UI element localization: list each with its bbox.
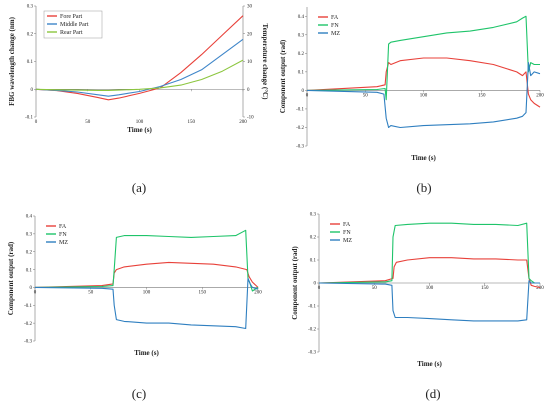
- panel-label: (b): [416, 180, 431, 195]
- y-tick-label: 0.1: [310, 259, 317, 264]
- y-tick-label: -0.1: [25, 116, 33, 121]
- series-line-fa: [306, 57, 541, 108]
- y-tick-label: 0.2: [26, 250, 33, 255]
- y-tick-label: 0.1: [26, 268, 33, 273]
- legend-entry: Fore Part: [60, 14, 82, 20]
- series-line-mz: [306, 62, 541, 129]
- y-tick-label: -0.3: [296, 145, 304, 150]
- legend-entry: Rear Part: [60, 30, 83, 36]
- series-line-fn: [34, 229, 259, 292]
- series-line-fa: [34, 261, 259, 288]
- legend-entry: FN: [331, 23, 339, 29]
- y-tick-label: 0: [30, 286, 33, 291]
- legend-entry: FA: [59, 224, 67, 230]
- series-line-middle-part: [35, 38, 244, 97]
- x-tick-label: 150: [481, 286, 489, 291]
- series-line-rear-part: [35, 59, 244, 91]
- x-tick-label: 200: [254, 290, 262, 295]
- x-tick-label: 150: [478, 93, 486, 98]
- legend-entry: FA: [343, 222, 351, 228]
- y-tick-label: 0: [302, 89, 305, 94]
- legend-entry: FN: [59, 232, 67, 238]
- x-tick-label: 50: [85, 120, 91, 125]
- x-axis-label: Time (s): [411, 154, 436, 162]
- y2-tick-label: -10: [247, 116, 254, 121]
- legend-entry: MZ: [343, 238, 352, 244]
- x-axis-label: Time (s): [417, 360, 442, 368]
- x-axis-label: Time (s): [127, 126, 152, 134]
- y-axis-label: Component output (rad): [7, 241, 15, 315]
- x-tick-label: 200: [239, 120, 247, 125]
- series-line-fore-part: [35, 15, 244, 101]
- y2-tick-label: 0: [247, 88, 250, 93]
- y-tick-label: -0.2: [296, 126, 304, 131]
- y-tick-label: -0.2: [308, 328, 316, 333]
- panel-label: (c): [132, 386, 146, 401]
- y-tick-label: -0.3: [24, 340, 32, 345]
- x-tick-label: 0: [306, 93, 309, 98]
- y-tick-label: 0.3: [310, 213, 317, 218]
- x-tick-label: 50: [372, 286, 378, 291]
- x-tick-label: 150: [188, 120, 196, 125]
- y2-tick-label: 10: [247, 60, 253, 65]
- y-tick-label: 0.4: [26, 215, 33, 220]
- y-tick-label: -0.1: [308, 305, 316, 310]
- y-tick-label: 0.2: [298, 52, 305, 57]
- y-tick-label: 0.3: [26, 233, 33, 238]
- panel-label: (d): [425, 386, 440, 401]
- x-tick-label: 200: [536, 286, 544, 291]
- y-tick-label: 0.2: [310, 236, 317, 241]
- y-tick-label: 0.4: [298, 15, 305, 20]
- y-tick-label: 0.3: [298, 34, 305, 39]
- panel-label: (a): [132, 180, 146, 195]
- x-tick-label: 0: [35, 120, 38, 125]
- x-tick-label: 100: [136, 120, 144, 125]
- legend-entry: FN: [343, 230, 351, 236]
- series-line-fn: [318, 222, 540, 284]
- y-axis-label: FBG wavelength change (nm): [8, 16, 16, 106]
- y-tick-label: 0.1: [27, 60, 34, 65]
- y-tick-label: 0.1: [298, 71, 305, 76]
- y2-tick-label: 20: [247, 32, 253, 37]
- x-tick-label: 200: [536, 93, 544, 98]
- y-tick-label: -0.1: [296, 108, 304, 113]
- chart-panel-4: -0.3 -0.2 -0.1 0 0.1 0.2 0.3 0 50 100 150 200 FA FN MZ…: [291, 213, 544, 401]
- x-tick-label: 100: [420, 93, 428, 98]
- y-axis-label: Component output (rad): [291, 246, 299, 320]
- x-axis-label: Time (s): [134, 349, 159, 357]
- legend-entry: Middle Part: [60, 22, 89, 28]
- x-tick-label: 50: [88, 290, 94, 295]
- legend-entry: FA: [331, 15, 339, 21]
- y-tick-label: 0.3: [27, 5, 34, 10]
- x-tick-label: 100: [143, 290, 151, 295]
- series-line-mz: [318, 280, 540, 322]
- y2-tick-label: 30: [247, 5, 253, 10]
- y2-axis-label: Temperature change (°C): [261, 24, 269, 101]
- series-line-fn: [306, 15, 540, 101]
- y-tick-label: -0.3: [308, 351, 316, 356]
- series-line-mz: [34, 277, 259, 330]
- y-tick-label: -0.1: [24, 304, 32, 309]
- x-tick-label: 100: [426, 286, 434, 291]
- x-tick-label: 0: [34, 290, 37, 295]
- legend-entry: MZ: [59, 240, 68, 246]
- x-tick-label: 50: [363, 93, 369, 98]
- x-tick-label: 150: [199, 290, 207, 295]
- chart-panel-2: -0.3 -0.2 -0.1 0 0.1 0.2 0.3 0.4 0 50 100 150 200 FA F…: [279, 7, 544, 195]
- x-tick-label: 0: [318, 286, 321, 291]
- y-tick-label: 0.2: [27, 32, 34, 37]
- y-tick-label: -0.2: [24, 322, 32, 327]
- y-tick-label: 0: [314, 282, 317, 287]
- chart-panel-3: -0.3 -0.2 -0.1 0 0.1 0.2 0.3 0.4 0 50 100 150 200 FA F…: [7, 215, 262, 401]
- y-axis-label: Component output (rad): [279, 39, 287, 113]
- legend-entry: MZ: [331, 31, 340, 37]
- y-tick-label: 0: [31, 88, 34, 93]
